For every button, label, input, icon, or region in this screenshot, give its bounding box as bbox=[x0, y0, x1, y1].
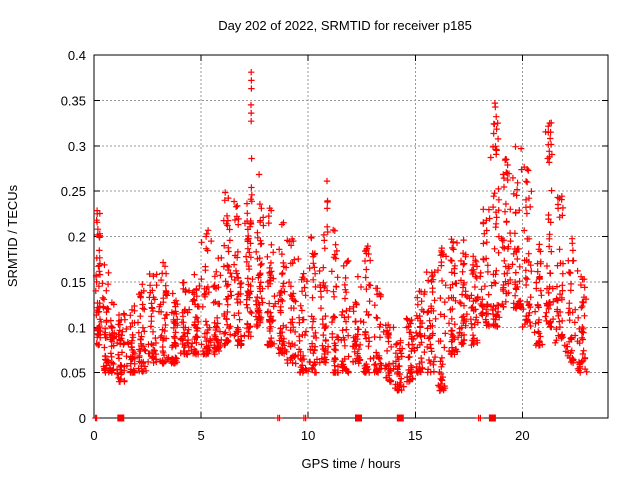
y-tick-label-0.15: 0.15 bbox=[61, 275, 86, 290]
y-tick-label-0.25: 0.25 bbox=[61, 184, 86, 199]
zero-line-square-markers bbox=[117, 414, 496, 422]
y-tick-label-0.2: 0.2 bbox=[68, 230, 86, 245]
zero-square-marker bbox=[117, 414, 125, 422]
y-tick-label-0.1: 0.1 bbox=[68, 320, 86, 335]
y-tick-label-0.4: 0.4 bbox=[68, 48, 86, 63]
y-tick-label-0.05: 0.05 bbox=[61, 366, 86, 381]
chart-title: Day 202 of 2022, SRMTID for receiver p18… bbox=[218, 18, 472, 33]
y-tick-label-0: 0 bbox=[79, 411, 86, 426]
x-tick-labels: 0 5 10 15 20 bbox=[90, 428, 529, 443]
x-tick-label-0: 0 bbox=[90, 428, 97, 443]
plot-border bbox=[93, 54, 609, 419]
y-axis-title: SRMTID / TECUs bbox=[5, 184, 20, 287]
scatter-points bbox=[92, 103, 590, 394]
y-tick-label-0.3: 0.3 bbox=[68, 139, 86, 154]
y-tick-label-0.35: 0.35 bbox=[61, 93, 86, 108]
x-tick-label-10: 10 bbox=[301, 428, 315, 443]
zero-square-marker bbox=[396, 414, 404, 422]
zero-square-marker bbox=[488, 414, 496, 422]
x-axis-title: GPS time / hours bbox=[302, 456, 401, 471]
x-tick-label-20: 20 bbox=[515, 428, 529, 443]
outlier-points bbox=[93, 69, 554, 236]
x-tick-label-5: 5 bbox=[197, 428, 204, 443]
zero-line-plus-markers bbox=[92, 414, 484, 422]
x-tick-label-15: 15 bbox=[408, 428, 422, 443]
y-tick-labels: 0 0.05 0.1 0.15 0.2 0.25 0.3 0.35 0.4 bbox=[61, 48, 86, 426]
zero-square-marker bbox=[355, 414, 362, 422]
